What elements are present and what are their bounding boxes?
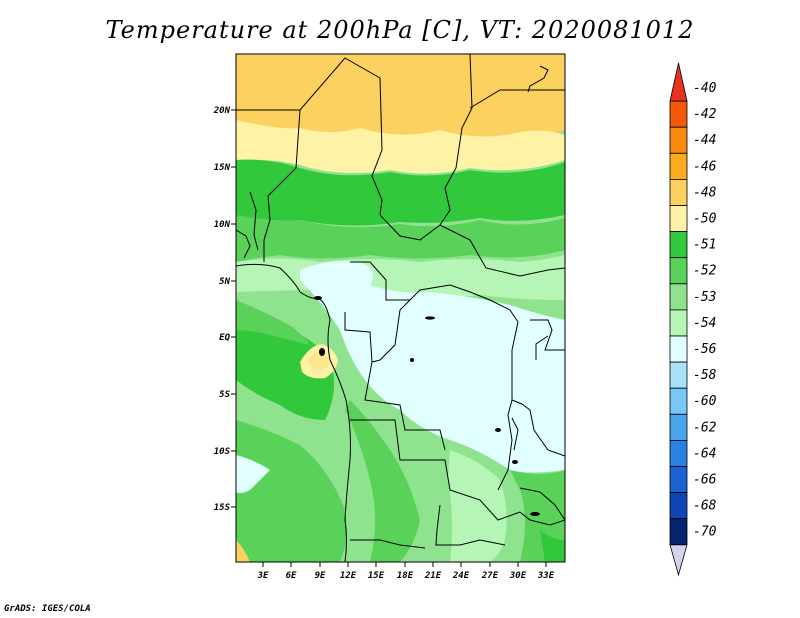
colorbar-label: -60 (693, 394, 717, 409)
colorbar: -40 -42 -44 -46 -48 -50 -51 -52 -53 -54 -56 -58 -60 -… (669, 62, 717, 577)
lon-label-27e: 27E (481, 571, 499, 581)
colorbar-swatch (669, 466, 688, 494)
colorbar-swatch (669, 100, 688, 128)
colorbar-label: -56 (693, 342, 717, 357)
colorbar-label: -48 (693, 185, 717, 200)
lon-label-15e: 15E (368, 571, 385, 581)
lon-label-12e: 12E (340, 571, 357, 581)
lat-label-5n: 5N (219, 277, 230, 287)
colorbar-label: -40 (693, 81, 717, 96)
colorbar-label: -64 (693, 446, 716, 461)
colorbar-swatch (669, 492, 688, 520)
colorbar-swatch (669, 178, 688, 206)
credit-label: GrADS: IGES/COLA (4, 604, 91, 614)
colorbar-label: -62 (693, 420, 717, 435)
lon-label-9e: 9E (315, 571, 326, 581)
lon-label-21e: 21E (424, 571, 442, 581)
lat-label-20n: 20N (213, 106, 231, 116)
colorbar-swatch (669, 205, 688, 233)
colorbar-label: -54 (693, 316, 716, 331)
lon-label-33e: 33E (537, 571, 555, 581)
longitude-axis: 3E 6E 9E 12E 15E 18E 21E 24E 27E 30E 33E (257, 562, 555, 581)
lon-label-30e: 30E (509, 571, 527, 581)
colorbar-label: -42 (693, 107, 717, 122)
map-frame (235, 53, 566, 563)
lat-label-15s: 15S (214, 503, 231, 513)
colorbar-swatch (669, 309, 688, 337)
lon-label-6e: 6E (286, 571, 297, 581)
lat-label-15n: 15N (214, 163, 231, 173)
colorbar-swatch (669, 439, 688, 467)
temperature-field (236, 54, 565, 562)
colorbar-swatch (669, 283, 688, 311)
lat-label-10n: 10N (214, 220, 231, 230)
colorbar-label: -53 (693, 290, 716, 305)
colorbar-label: -44 (693, 133, 716, 148)
lon-label-18e: 18E (397, 571, 414, 581)
colorbar-swatch (669, 518, 688, 546)
colorbar-swatch (669, 387, 688, 415)
lat-label-eq: EQ (219, 333, 230, 343)
colorbar-swatch (669, 257, 688, 285)
lat-label-5s: 5S (219, 390, 230, 400)
colorbar-label: -51 (693, 238, 716, 253)
lat-label-10s: 10S (214, 447, 231, 457)
lon-label-24e: 24E (452, 571, 470, 581)
colorbar-label: -52 (693, 264, 717, 279)
colorbar-top-triangle (669, 62, 688, 102)
colorbar-bottom-triangle (669, 544, 688, 577)
map-title: Temperature at 200hPa [C], VT: 202008101… (105, 16, 695, 44)
colorbar-swatch (669, 152, 688, 180)
lake-markers (314, 296, 540, 516)
colorbar-swatch (669, 413, 688, 441)
lon-label-3e: 3E (257, 571, 269, 581)
colorbar-swatch (669, 335, 688, 363)
colorbar-label: -70 (693, 525, 717, 540)
colorbar-swatch (669, 126, 688, 154)
colorbar-label: -58 (693, 368, 717, 383)
colorbar-label: -66 (693, 473, 717, 488)
colorbar-label: -68 (693, 499, 717, 514)
latitude-axis: 20N 15N 10N 5N EQ 5S 10S 15S (213, 106, 236, 513)
colorbar-swatch (669, 361, 688, 389)
colorbar-label: -50 (693, 212, 717, 227)
colorbar-label: -46 (693, 159, 717, 174)
colorbar-swatch (669, 231, 688, 259)
